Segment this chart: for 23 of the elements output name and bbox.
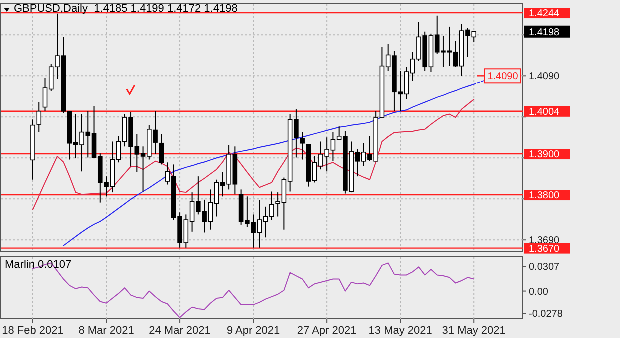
ref-line-label: 1.3900: [529, 150, 560, 161]
chart-title: GBPUSD,Daily 1.4185 1.4199 1.4172 1.4198: [14, 3, 238, 15]
line-series: [32, 99, 475, 210]
x-tick-label: 18 Feb 2021: [2, 325, 64, 337]
y-tick-label: 1.4090: [529, 72, 560, 83]
x-tick-label: 27 Apr 2021: [297, 325, 357, 337]
x-tick-label: 24 Mar 2021: [149, 325, 211, 337]
x-tick-label: 31 May 2021: [442, 325, 506, 337]
candlestick: [36, 102, 42, 133]
x-tick-label: 9 Apr 2021: [226, 325, 280, 337]
x-tick-label: 8 Mar 2021: [78, 325, 134, 337]
x-tick-label: 13 May 2021: [368, 325, 432, 337]
text: 1.4198: [529, 27, 560, 38]
y-tick-label: 0.00: [529, 286, 549, 298]
candlestick: [159, 134, 164, 166]
ref-line-label: 1.3800: [529, 190, 560, 202]
ref-line-label: 1.4244: [529, 8, 560, 20]
annotation: 1.4090: [488, 72, 519, 83]
y-tick-label: 0.0307: [529, 262, 560, 274]
ref-line-label: 1.4004: [529, 106, 560, 118]
candlestick: [300, 132, 305, 160]
ref-line-label: 1.3670: [529, 244, 560, 255]
y-tick-label: -0.0278: [529, 309, 564, 320]
